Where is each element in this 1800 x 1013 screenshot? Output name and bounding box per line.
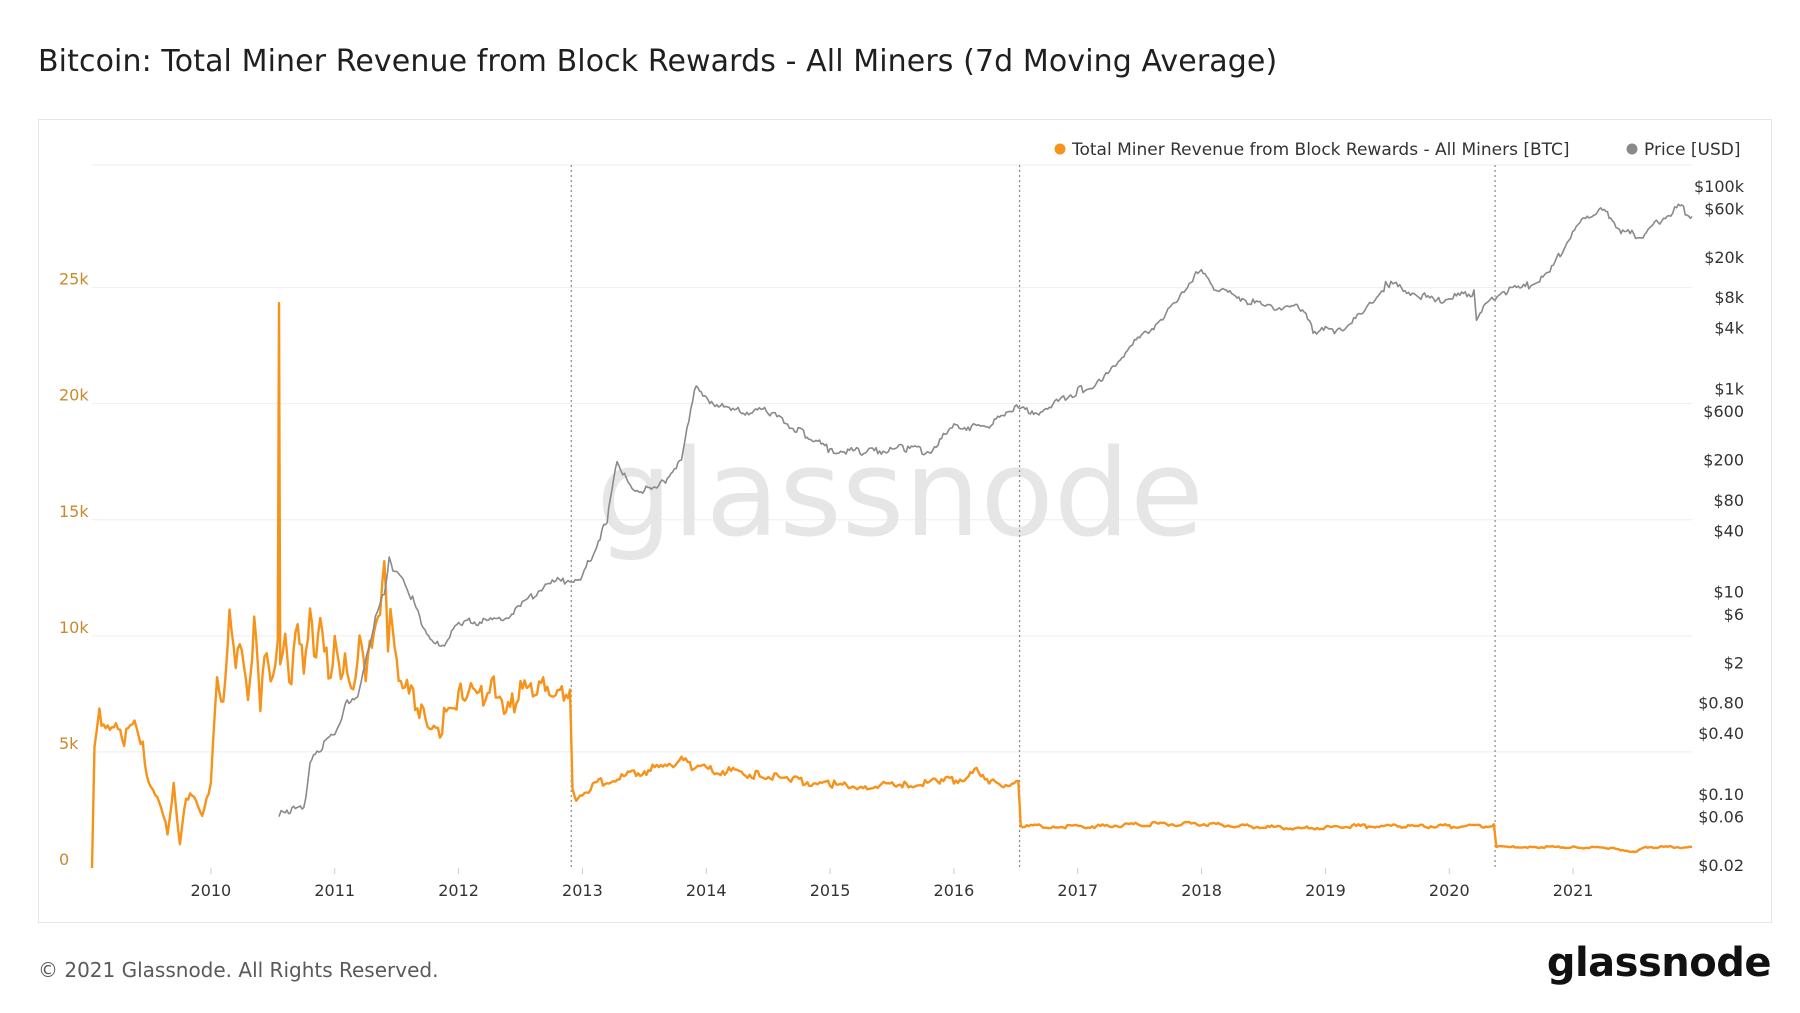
right-tick-label: $8k <box>1714 288 1744 307</box>
right-tick-label: $600 <box>1703 402 1744 421</box>
x-tick-label: 2010 <box>191 881 232 900</box>
x-tick-label: 2020 <box>1429 881 1470 900</box>
right-tick-label: $1k <box>1714 380 1744 399</box>
right-tick-label: $200 <box>1703 451 1744 470</box>
right-tick-label: $80 <box>1713 491 1744 510</box>
watermark: glassnode <box>596 425 1204 564</box>
right-tick-label: $100k <box>1694 177 1745 196</box>
legend-marker-price <box>1626 143 1638 155</box>
right-tick-label: $0.02 <box>1698 856 1744 875</box>
x-tick-label: 2011 <box>314 881 355 900</box>
revenue-series-line <box>90 301 1693 869</box>
right-tick-label: $0.10 <box>1698 785 1744 804</box>
right-tick-label: $4k <box>1714 319 1744 338</box>
x-tick-label: 2021 <box>1553 881 1594 900</box>
x-tick-label: 2013 <box>562 881 603 900</box>
left-tick-label: 10k <box>59 618 89 637</box>
x-tick-label: 2016 <box>934 881 975 900</box>
right-tick-label: $10 <box>1713 582 1744 601</box>
chart-panel <box>38 119 1772 923</box>
legend-label-revenue: Total Miner Revenue from Block Rewards -… <box>1071 140 1570 160</box>
copyright: © 2021 Glassnode. All Rights Reserved. <box>38 958 439 982</box>
series-group <box>90 203 1693 869</box>
legend-label-price: Price [USD] <box>1644 140 1740 160</box>
price-series-line <box>278 203 1693 817</box>
right-tick-label: $20k <box>1704 248 1745 267</box>
right-tick-label: $0.80 <box>1698 694 1744 713</box>
right-axis: $100k $60k $20k $8k $4k $1k $600 $200 $80 $40 $10 $… <box>1694 177 1745 875</box>
x-tick-label: 2015 <box>810 881 851 900</box>
left-tick-label: 5k <box>59 734 79 753</box>
right-tick-label: $6 <box>1724 605 1744 624</box>
x-tick-label: 2019 <box>1305 881 1346 900</box>
legend: Total Miner Revenue from Block Rewards -… <box>1054 140 1740 160</box>
x-tick-label: 2017 <box>1057 881 1098 900</box>
right-tick-label: $40 <box>1713 521 1744 540</box>
right-tick-label: $0.06 <box>1698 808 1744 827</box>
right-tick-label: $2 <box>1724 653 1744 672</box>
legend-marker-revenue <box>1054 143 1066 155</box>
chart-title: Bitcoin: Total Miner Revenue from Block … <box>38 44 1278 79</box>
x-tick-label: 2012 <box>438 881 479 900</box>
left-tick-label: 15k <box>59 502 89 521</box>
left-tick-label: 25k <box>59 270 89 289</box>
left-tick-label: 20k <box>59 386 89 405</box>
right-tick-label: $60k <box>1704 199 1745 218</box>
left-tick-label: 0 <box>59 850 69 869</box>
x-tick-label: 2014 <box>686 881 727 900</box>
glassnode-logo: glassnode <box>1546 940 1772 986</box>
x-axis: 2010 2011 2012 2013 2014 2015 2016 2017 2018 2019… <box>191 868 1594 900</box>
x-tick-label: 2018 <box>1181 881 1222 900</box>
right-tick-label: $0.40 <box>1698 724 1744 743</box>
left-axis: 0 5k 10k 15k 20k 25k <box>59 270 89 869</box>
